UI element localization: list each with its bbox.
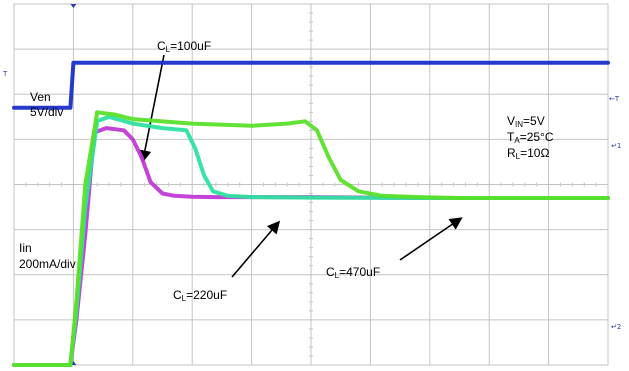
iin-ref-arrow-icon: ↵ — [611, 323, 617, 331]
label-ta: TA=25°C — [507, 130, 554, 145]
arrow-cl100 — [138, 54, 165, 164]
label-rl: RL=10Ω — [507, 146, 550, 161]
arrow-cl470 — [399, 217, 463, 261]
ven-ref-arrow-icon: ↵ — [611, 142, 617, 150]
label-cl470: CL=470uF — [326, 265, 381, 280]
trigger-top-marker — [70, 4, 77, 8]
label-iin-scale: 200mA/div — [19, 257, 76, 271]
traces — [12, 60, 610, 367]
iin-ref-marker: ↵2 — [611, 323, 622, 331]
trace-ven — [12, 60, 610, 110]
label-ven-name: Ven — [30, 90, 51, 104]
arrow-cl220 — [231, 220, 281, 278]
label-iin-name: Iin — [19, 241, 32, 255]
annotation-arrows — [138, 54, 463, 278]
ven-ref-marker: ↵1 — [611, 142, 622, 150]
label-cl220: CL=220uF — [173, 288, 228, 303]
trigger-arrow-icon: ← — [609, 95, 615, 103]
trigger-level-marker: ←T — [609, 95, 620, 103]
trigger-left-marker: T — [3, 70, 8, 78]
label-vin: VIN=5V — [507, 114, 545, 129]
graticule — [13, 3, 609, 366]
trace-cl-470uf — [12, 110, 610, 367]
label-cl100: CL=100uF — [157, 39, 212, 54]
label-ven-scale: 5V/div — [30, 105, 64, 119]
